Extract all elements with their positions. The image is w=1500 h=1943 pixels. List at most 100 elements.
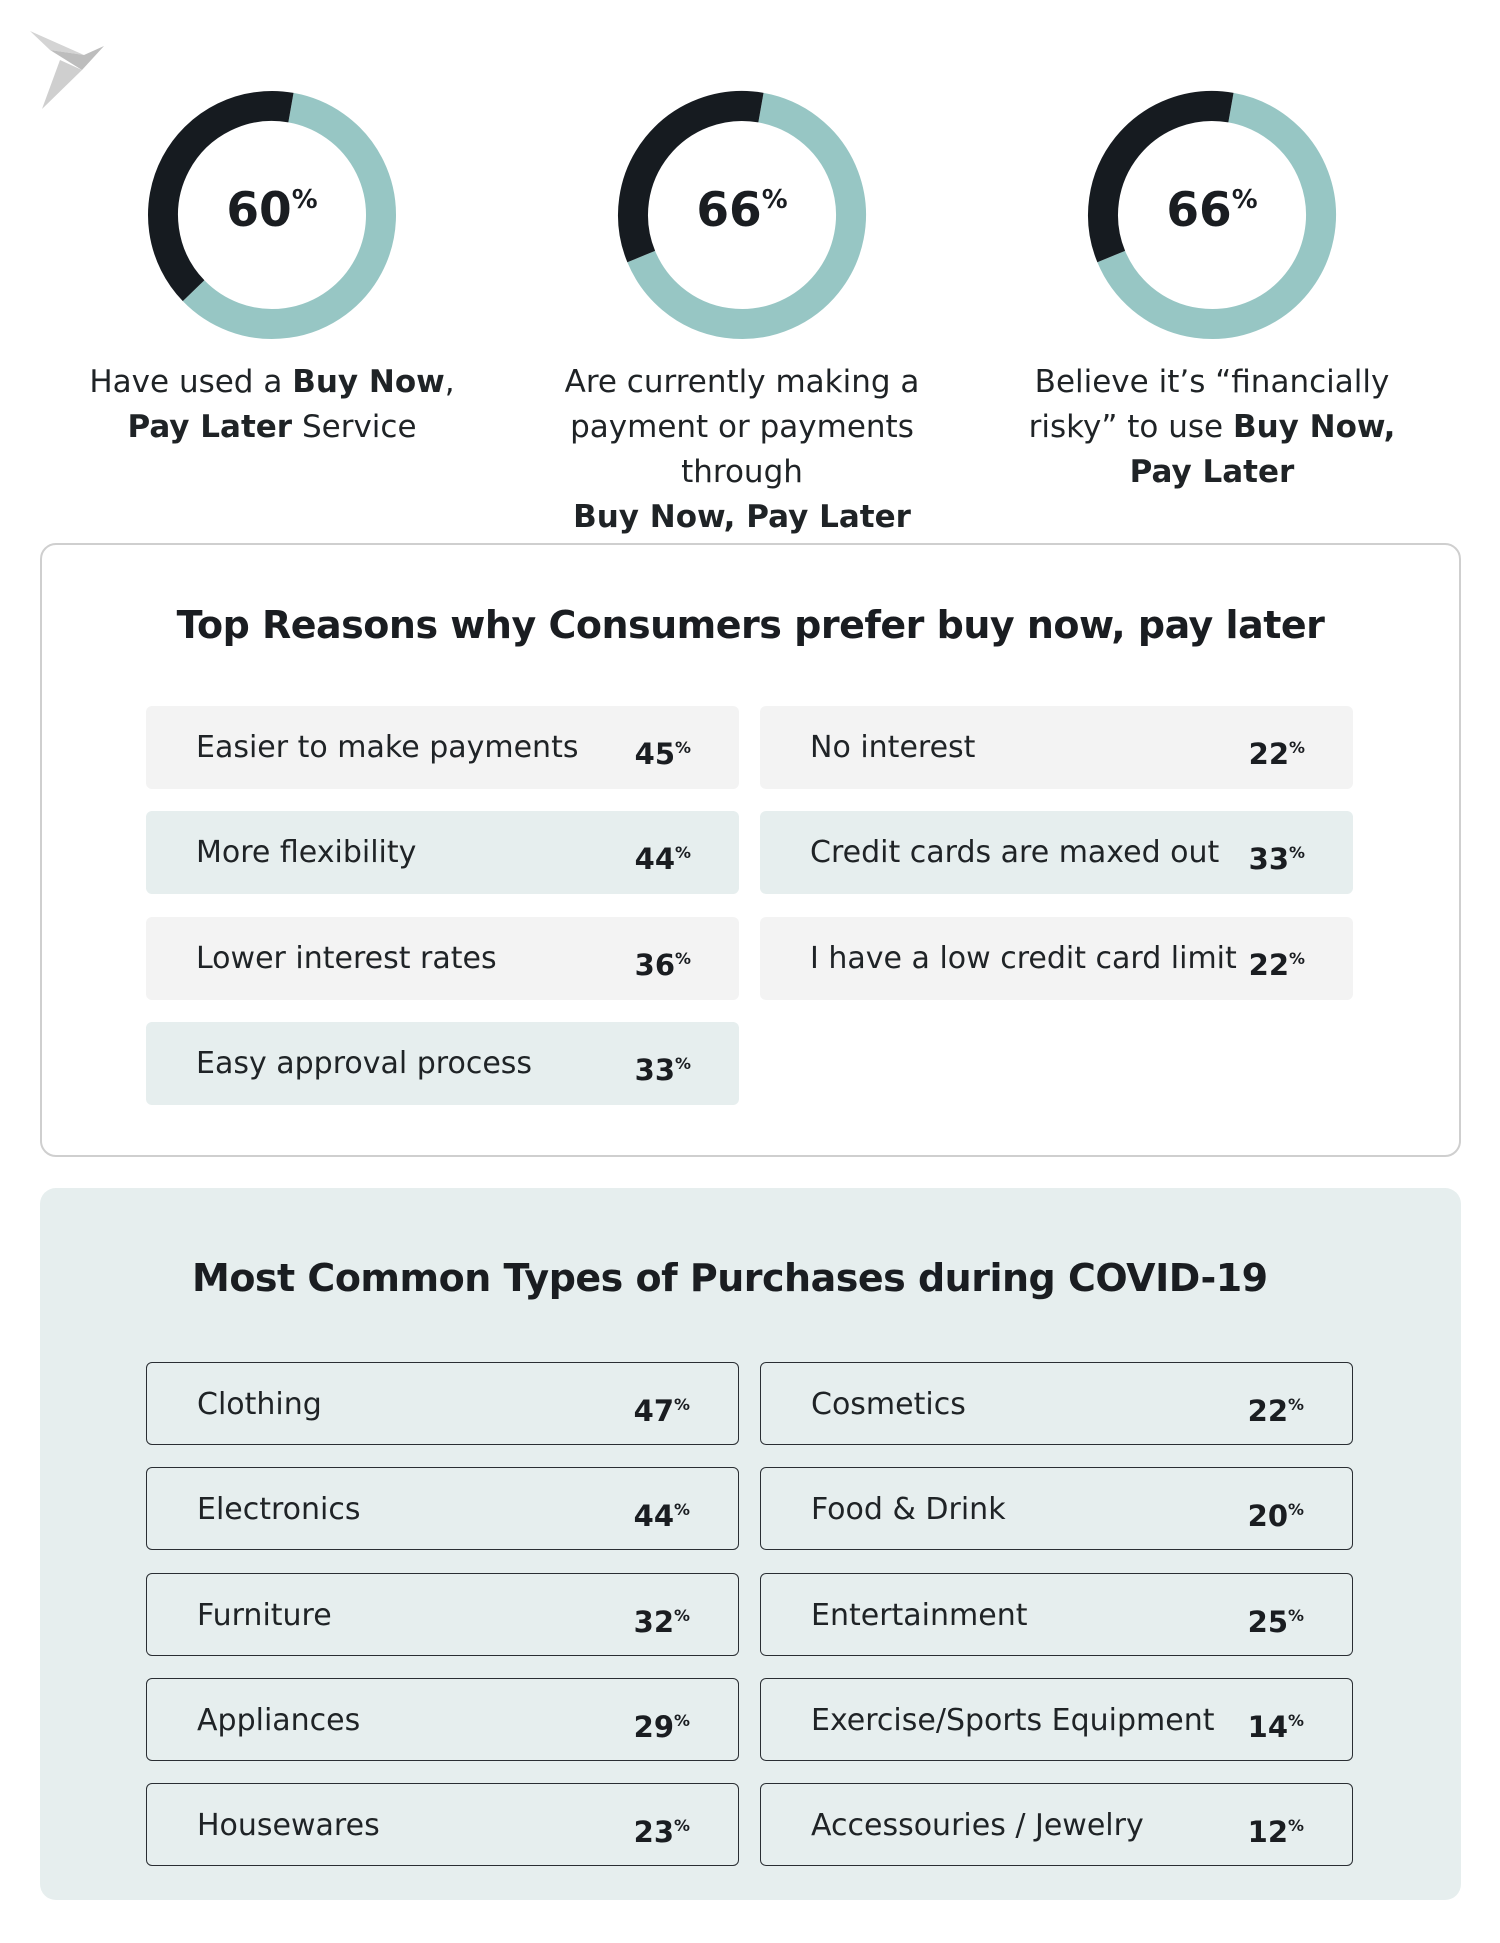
caption-text: ,	[444, 364, 455, 400]
donut-value-arc	[1097, 92, 1336, 339]
caption-text: Pay Later	[127, 409, 293, 445]
value-number: 14	[1247, 1710, 1289, 1745]
value-unit: %	[675, 1053, 691, 1073]
caption-text: Buy Now	[292, 364, 445, 400]
caption-text: Buy Now, Pay Later	[573, 499, 911, 535]
list-row: Food & Drink 20%	[760, 1467, 1353, 1551]
row-label: Entertainment	[811, 1597, 1028, 1633]
row-label: Electronics	[197, 1492, 361, 1528]
caption-text: Believe it’s “financially	[1034, 364, 1390, 400]
value-unit: %	[1288, 1710, 1304, 1730]
row-value: 36%	[635, 917, 691, 1007]
logo	[30, 31, 104, 109]
donut-rest-arc	[618, 91, 764, 263]
donut-rest-arc	[1088, 91, 1234, 263]
value-number: 32	[633, 1604, 675, 1639]
list-row: Electronics 44%	[146, 1467, 739, 1551]
list-row: Clothing 47%	[146, 1362, 739, 1445]
row-label: Exercise/Sports Equipment	[811, 1702, 1215, 1738]
row-label: Furniture	[197, 1597, 332, 1633]
value-number: 45	[634, 737, 676, 772]
caption-line: Have used a Buy Now,	[37, 360, 507, 405]
value-unit: %	[675, 843, 691, 863]
value-number: 22	[1248, 947, 1290, 982]
row-label: Clothing	[197, 1387, 322, 1422]
row-label: Easy approval process	[196, 1045, 533, 1081]
percent-unit: %	[291, 184, 318, 215]
purchases-title: Most Common Types of Purchases during CO…	[192, 1256, 1268, 1300]
list-row: Accessouries / Jewelry 12%	[760, 1783, 1353, 1867]
list-row: Exercise/Sports Equipment 14%	[760, 1677, 1353, 1761]
row-label: Housewares	[197, 1808, 380, 1844]
donut-percent: 66%	[1112, 183, 1312, 238]
caption-text: Service	[292, 409, 417, 445]
row-value: 25%	[1248, 1574, 1304, 1664]
row-label: Food & Drink	[811, 1492, 1006, 1528]
value-number: 36	[634, 947, 676, 982]
donut-caption: Have used a Buy Now, Pay Later Service	[37, 360, 507, 450]
donut-percent: 60%	[172, 183, 372, 238]
value-unit: %	[1289, 738, 1305, 757]
row-value: 33%	[1249, 811, 1305, 901]
row-label: Appliances	[197, 1702, 361, 1738]
list-row: Cosmetics 22%	[760, 1362, 1353, 1445]
value-number: 44	[634, 842, 676, 877]
list-row: Lower interest rates 36%	[146, 916, 739, 1000]
value-number: 25	[1247, 1604, 1289, 1639]
row-value: 20%	[1248, 1468, 1304, 1558]
value-unit: %	[674, 1710, 690, 1730]
purchases-card: Most Common Types of Purchases during CO…	[40, 1188, 1461, 1900]
value-number: 29	[633, 1710, 675, 1745]
row-label: Credit cards are maxed out	[810, 835, 1220, 871]
row-label: No interest	[810, 730, 976, 765]
value-unit: %	[674, 1816, 690, 1836]
row-value: 23%	[634, 1784, 690, 1874]
row-value: 29%	[634, 1679, 690, 1769]
donut-caption: Are currently making a payment or payment…	[507, 360, 977, 540]
list-row: Appliances 29%	[146, 1677, 739, 1761]
donut-caption: Believe it’s “financially risky” to use B…	[977, 360, 1447, 495]
list-row: Easy approval process 33%	[146, 1021, 739, 1105]
percent-value: 60	[226, 183, 292, 238]
list-row: No interest 22%	[760, 706, 1353, 789]
row-value: 44%	[635, 811, 691, 901]
caption-line: Are currently making a	[507, 360, 977, 405]
row-label: Accessouries / Jewelry	[811, 1808, 1144, 1844]
caption-text: Pay Later	[1129, 454, 1295, 490]
list-row: I have a low credit card limit 22%	[760, 916, 1353, 1000]
row-value: 44%	[634, 1468, 690, 1558]
caption-text: Have used a	[89, 364, 293, 400]
row-value: 45%	[635, 706, 691, 796]
row-label: Cosmetics	[811, 1387, 966, 1422]
row-value: 33%	[635, 1022, 691, 1112]
value-unit: %	[1289, 948, 1305, 968]
value-number: 22	[1248, 737, 1290, 772]
value-unit: %	[1288, 1395, 1304, 1414]
value-unit: %	[1289, 843, 1305, 863]
row-value: 22%	[1249, 917, 1305, 1007]
value-unit: %	[675, 948, 691, 968]
row-value: 12%	[1248, 1784, 1304, 1874]
row-value: 22%	[1248, 1363, 1304, 1453]
list-row: More flexibility 44%	[146, 811, 739, 895]
value-unit: %	[674, 1395, 690, 1414]
value-unit: %	[675, 738, 691, 757]
caption-text: risky” to use	[1028, 409, 1233, 445]
percent-unit: %	[761, 184, 788, 215]
percent-value: 66	[1166, 183, 1232, 238]
row-label: More flexibility	[196, 835, 417, 871]
value-number: 44	[633, 1499, 675, 1534]
list-row: Furniture 32%	[146, 1572, 739, 1656]
value-number: 33	[634, 1053, 676, 1088]
caption-line: risky” to use Buy Now,	[977, 405, 1447, 450]
reasons-title: Top Reasons why Consumers prefer buy now…	[176, 603, 1325, 647]
value-number: 12	[1247, 1815, 1289, 1850]
caption-line: payment or payments through	[507, 405, 977, 495]
caption-text: Buy Now,	[1232, 409, 1396, 445]
row-value: 47%	[634, 1363, 690, 1453]
value-number: 33	[1248, 842, 1290, 877]
caption-line: Pay Later	[977, 450, 1447, 495]
caption-line: Believe it’s “financially	[977, 360, 1447, 405]
caption-text: Are currently making a	[564, 364, 920, 400]
